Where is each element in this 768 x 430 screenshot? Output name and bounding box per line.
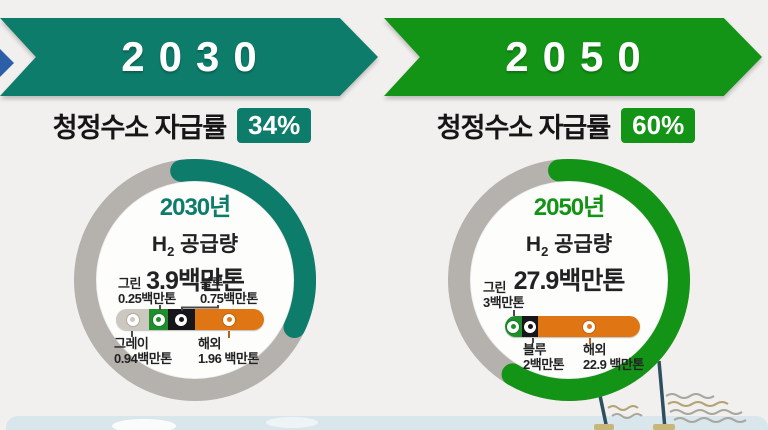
bar-segment-overseas: [538, 316, 640, 337]
mast-pole: [657, 360, 667, 430]
segment-amount: 2백만톤: [523, 357, 565, 372]
cloud-blob: [112, 419, 176, 430]
banner-arrow-2050: 2050: [384, 18, 762, 96]
banner-arrow-2030: 2030: [0, 18, 378, 96]
donut-year-label: 2050년: [533, 194, 605, 221]
supply-mix-bar: [505, 316, 640, 337]
segment-marker-overseas: [223, 313, 236, 326]
donut-ring-svg: [74, 159, 316, 401]
donut-hole: [97, 182, 293, 378]
donut-hole: [471, 182, 667, 378]
supply-text: 공급량: [174, 233, 239, 256]
donut-inner-text: 2050년 H2 공급량 27.9백만톤: [448, 187, 690, 297]
segment-amount: 0.75백만톤: [200, 291, 258, 306]
segment-marker-green: [507, 320, 520, 333]
label-overseas: 해외 1.96 백만톤: [198, 336, 259, 366]
mast-base: [653, 424, 675, 430]
segment-name: 블루: [200, 276, 223, 291]
panel-2050: 2050 청정수소 자급률 60% 2050년 H2 공급량 27.9백만톤 그…: [384, 0, 768, 430]
label-green: 그린 3백만톤: [483, 280, 525, 310]
bar-segment-blue: [167, 309, 195, 330]
donut-arc-clean-hydrogen: [74, 159, 316, 401]
segment-amount: 1.96 백만톤: [198, 351, 259, 366]
rate-row-2030: 청정수소 자급률 34%: [0, 106, 374, 145]
rate-title: 청정수소 자급률: [436, 113, 611, 143]
segment-amount: 22.9 백만톤: [583, 357, 644, 372]
h2-supply-label: H2 공급량: [448, 228, 690, 259]
h2-symbol: H: [151, 233, 168, 256]
donut-year-label: 2030년: [159, 194, 231, 221]
banner-2050-wrap: 2050: [384, 0, 768, 100]
rate-row-2050: 청정수소 자급률 60%: [374, 106, 758, 145]
h2-supply-total: 27.9백만톤: [513, 267, 626, 296]
panel-2030: 2030 청정수소 자급률 34% 2030년 H2 공급량 3.9백만톤 그린…: [0, 0, 384, 401]
wave-line: [673, 417, 747, 423]
segment-name: 그린: [483, 280, 506, 295]
segment-name: 해외: [583, 342, 606, 357]
segment-name: 블루: [523, 342, 546, 357]
bar-segment-blue: [521, 316, 539, 337]
donut-chart-2050: 2050년 H2 공급량 27.9백만톤 그린 3백만톤 블루 2백만톤 해외 …: [448, 159, 690, 401]
label-green: 그린 0.25백만톤: [118, 276, 176, 306]
bar-segment-gray: [116, 309, 150, 330]
bar-segment-green: [149, 309, 168, 330]
segment-marker-blue: [175, 313, 188, 326]
segment-name: 해외: [198, 336, 221, 351]
segment-amount: 0.25백만톤: [118, 291, 176, 306]
supply-text: 공급량: [548, 233, 613, 256]
previous-period-arrow-tip: [0, 49, 14, 77]
rate-title: 청정수소 자급률: [52, 113, 227, 143]
segment-marker-gray: [126, 313, 139, 326]
label-blue: 블루 0.75백만톤: [200, 276, 258, 306]
banner-year-label: 2050: [505, 33, 655, 80]
wave-line: [667, 401, 729, 407]
bottom-band: [6, 416, 768, 430]
segment-amount: 3백만톤: [483, 295, 525, 310]
label-gray: 그레이 0.94백만톤: [114, 336, 172, 366]
wave-line: [665, 393, 715, 399]
segment-marker-blue: [524, 320, 537, 333]
h2-supply-label: H2 공급량: [74, 228, 316, 259]
banner-year-label: 2030: [121, 33, 271, 80]
bar-segment-overseas: [194, 309, 264, 330]
segment-name: 그레이: [114, 336, 149, 351]
donut-arc-clean-hydrogen: [448, 159, 690, 401]
h2-subscript: 2: [167, 244, 175, 260]
h2-subscript: 2: [541, 244, 549, 260]
masts-and-waves-illustration: [594, 360, 747, 430]
rate-value-badge: 60%: [621, 107, 696, 144]
h2-symbol: H: [525, 233, 542, 256]
cloud-blob: [266, 417, 318, 428]
donut-chart-2030: 2030년 H2 공급량 3.9백만톤 그린 0.25백만톤 블루 0.75백만…: [74, 159, 316, 401]
label-blue: 블루 2백만톤: [523, 342, 565, 372]
donut-ring-svg: [448, 159, 690, 401]
wave-line: [669, 409, 743, 415]
banner-2030-wrap: 2030: [0, 0, 384, 100]
segment-marker-green: [152, 313, 165, 326]
rate-value-badge: 34%: [237, 107, 312, 144]
segment-amount: 0.94백만톤: [114, 351, 172, 366]
bar-segment-green: [505, 316, 522, 337]
mast-base: [594, 424, 614, 430]
wave-line: [611, 413, 643, 419]
label-overseas: 해외 22.9 백만톤: [583, 342, 644, 372]
donut-inner-text: 2030년 H2 공급량 3.9백만톤: [74, 187, 316, 297]
supply-mix-bar: [116, 309, 264, 330]
segment-name: 그린: [118, 276, 141, 291]
wave-line: [607, 405, 639, 411]
h2-supply-total: 3.9백만톤: [146, 267, 245, 296]
segment-marker-overseas: [583, 320, 596, 333]
